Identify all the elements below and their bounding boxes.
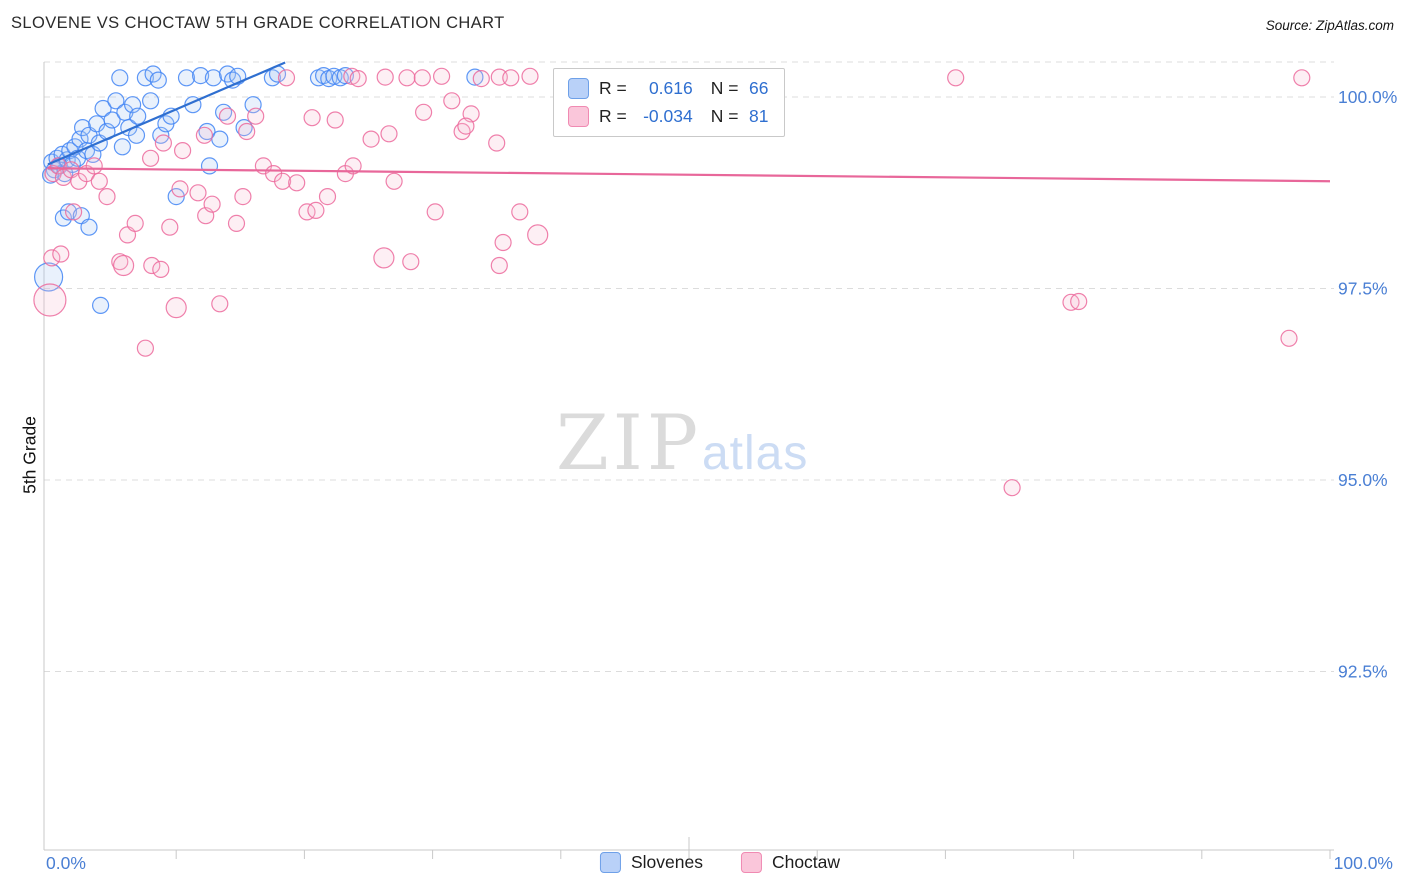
n-label: N =	[710, 106, 739, 126]
source-attribution[interactable]: Source: ZipAtlas.com	[1265, 18, 1394, 33]
n-label: N =	[710, 78, 739, 98]
choctaw-swatch	[568, 106, 589, 127]
slovenes-swatch	[599, 852, 621, 873]
y-axis-label: 5th Grade	[19, 416, 40, 494]
watermark-atlas: atlas	[701, 427, 809, 480]
bottom-legend-label: Slovenes	[630, 852, 703, 872]
watermark: ZIP atlas	[556, 398, 808, 487]
svg-text:97.5%: 97.5%	[1338, 279, 1388, 299]
x-axis-max-label: 100.0%	[1333, 853, 1393, 873]
r-label: R =	[599, 78, 627, 98]
page-title: SLOVENE VS CHOCTAW 5TH GRADE CORRELATION…	[11, 14, 505, 32]
r-value-slovenes: 0.616	[648, 78, 693, 98]
bottom-legend-item-choctaw: Choctaw	[740, 852, 841, 873]
svg-text:95.0%: 95.0%	[1338, 470, 1388, 490]
legend-row-slovenes: R = 0.616 N = 66	[568, 78, 768, 99]
svg-text:100.0%: 100.0%	[1338, 87, 1397, 107]
bottom-legend: Slovenes Choctaw	[599, 852, 841, 873]
legend-box: R = 0.616 N = 66 R = -0.034 N = 81	[553, 68, 786, 137]
legend-row-choctaw: R = -0.034 N = 81	[568, 106, 768, 127]
choctaw-swatch	[740, 852, 762, 873]
n-value-choctaw: 81	[749, 106, 769, 126]
x-axis-min-label: 0.0%	[46, 853, 86, 873]
watermark-zip: ZIP	[556, 398, 702, 487]
r-label: R =	[599, 106, 627, 126]
slovenes-swatch	[568, 78, 589, 99]
svg-text:92.5%: 92.5%	[1338, 662, 1388, 682]
r-value-choctaw: -0.034	[643, 106, 693, 126]
bottom-legend-item-slovenes: Slovenes	[599, 852, 703, 873]
n-value-slovenes: 66	[749, 78, 769, 98]
bottom-legend-label: Choctaw	[771, 852, 841, 872]
